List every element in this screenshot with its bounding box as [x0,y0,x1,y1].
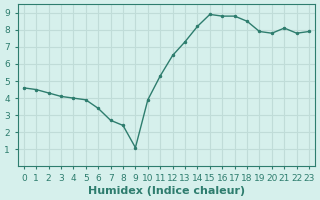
X-axis label: Humidex (Indice chaleur): Humidex (Indice chaleur) [88,186,245,196]
